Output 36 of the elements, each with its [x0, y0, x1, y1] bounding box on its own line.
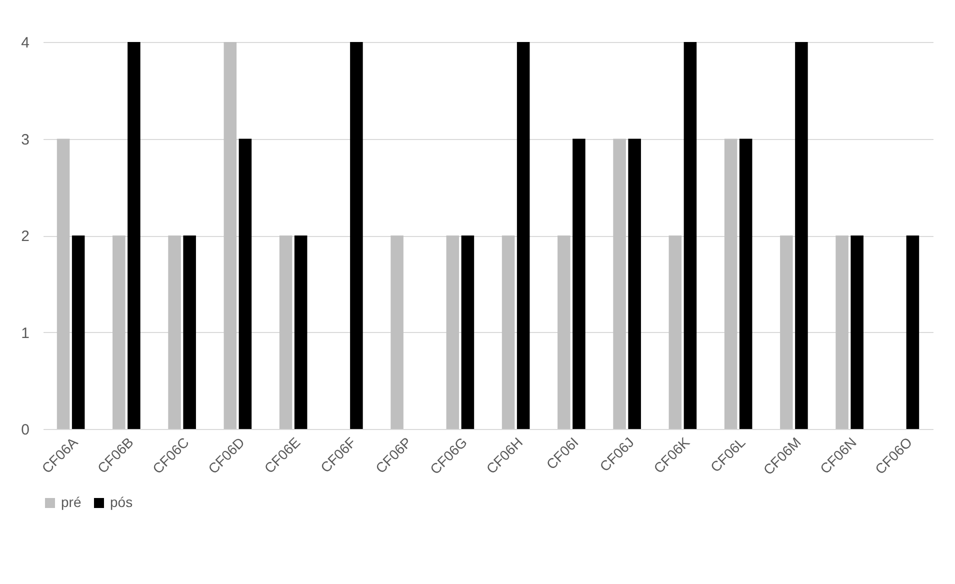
bar — [739, 138, 752, 429]
bar — [628, 138, 641, 429]
bar — [795, 42, 808, 429]
y-tick-label: 0 — [21, 422, 30, 438]
bar — [558, 236, 570, 429]
bar — [906, 236, 920, 429]
bar — [668, 236, 682, 429]
bar — [446, 236, 460, 429]
bar — [836, 236, 848, 429]
bar — [572, 138, 586, 429]
y-tick-label: 4 — [21, 34, 30, 52]
y-tick-label: 3 — [21, 131, 30, 148]
y-tick-label: 1 — [21, 324, 30, 342]
bar — [724, 138, 738, 429]
bar — [128, 42, 140, 429]
bar — [238, 138, 252, 429]
bar — [350, 42, 363, 429]
bar — [780, 236, 793, 429]
bar — [294, 236, 308, 429]
bar — [279, 236, 292, 429]
bar — [224, 42, 237, 429]
legend-label: pós — [110, 494, 133, 510]
bar — [72, 236, 85, 429]
legend-label: pré — [61, 494, 82, 510]
bar — [502, 236, 515, 429]
bar — [56, 138, 70, 429]
bar — [516, 42, 530, 429]
bar — [390, 236, 404, 429]
bar — [183, 236, 196, 429]
bar — [461, 236, 474, 429]
y-tick-label: 2 — [21, 228, 30, 245]
bar — [850, 236, 864, 429]
bar — [613, 138, 626, 429]
bar — [112, 236, 126, 429]
bar — [684, 42, 697, 429]
bar — [168, 236, 181, 429]
